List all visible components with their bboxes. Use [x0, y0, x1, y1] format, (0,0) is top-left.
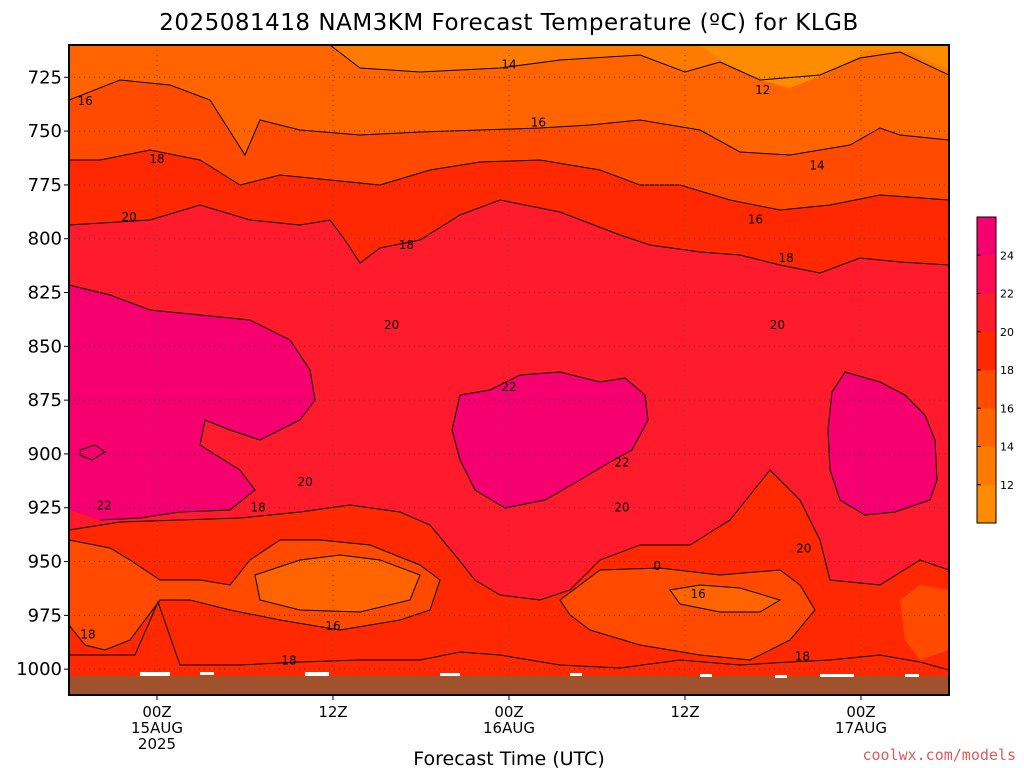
y-tick-label: 900: [28, 444, 62, 465]
x-tick-label: 00Z: [494, 703, 523, 721]
x-tick-label: 12Z: [318, 703, 347, 721]
y-axis: 725 750 775 800 825 850 875 900 925 950 975 1000: [16, 67, 69, 680]
y-tick-label: 925: [28, 498, 62, 519]
y-tick-label: 725: [28, 67, 62, 88]
x-tick-label: 17AUG: [835, 719, 887, 737]
temperature-band-14-16-lower-left: [255, 555, 420, 612]
contour-label: 20: [770, 318, 785, 332]
plot-area: 14 12 16 16 18 14 16 20 18 18 20 20 22 22 20 22 18 20 20 0 1…: [69, 45, 949, 695]
contour-label: 18: [281, 654, 296, 668]
x-axis-label: Forecast Time (UTC): [413, 748, 604, 768]
colorbar-label: 14: [1000, 441, 1014, 454]
x-tick-label: 15AUG: [131, 719, 183, 737]
temperature-band-16-18-far-right: [900, 585, 949, 660]
contour-label: 18: [251, 501, 266, 515]
contour-label: 20: [297, 475, 312, 489]
credit-text: coolwx.com/models: [862, 746, 1016, 764]
y-tick-label: 875: [28, 390, 62, 411]
contour-label: 16: [691, 587, 706, 601]
x-tick-label: 16AUG: [483, 719, 535, 737]
warm-core-center: [452, 372, 648, 508]
contour-label: 0: [653, 559, 661, 573]
contour-label: 18: [149, 152, 164, 166]
terrain-ground: [69, 676, 949, 695]
contour-label: 22: [501, 380, 516, 394]
temperature-band-below-12: [700, 45, 949, 88]
contour-label: 14: [809, 159, 824, 173]
colorbar-label: 20: [1000, 326, 1014, 339]
contour-label: 14: [501, 57, 516, 71]
colorbar-segment: [977, 370, 996, 409]
colorbar-segment: [977, 293, 996, 333]
contour-label: 22: [97, 499, 112, 513]
contour-label: 20: [614, 501, 629, 515]
warm-core-right: [828, 372, 937, 515]
contour-label: 20: [796, 542, 811, 556]
contour-label: 16: [748, 212, 763, 226]
contour-label: 12: [755, 83, 770, 97]
contour-label: 16: [531, 115, 546, 129]
colorbar-segment: [977, 408, 996, 447]
terrain-edge: [140, 672, 919, 678]
colorbar-segment: [977, 484, 996, 524]
colorbar-segment: [977, 255, 996, 294]
warm-core-left: [69, 285, 315, 520]
contour-label: 20: [384, 318, 399, 332]
y-tick-label: 1000: [16, 659, 62, 680]
y-tick-label: 975: [28, 605, 62, 626]
colorbar: 24 22 20 18 16 14 12: [976, 216, 1014, 524]
colorbar-segment: [977, 446, 996, 486]
x-tick-label: 00Z: [846, 703, 875, 721]
x-tick-label: 2025: [138, 735, 176, 753]
y-tick-label: 800: [28, 229, 62, 250]
contour-label: 18: [399, 238, 414, 252]
contour-lines: [69, 45, 949, 671]
chart-title: 2025081418 NAM3KM Forecast Temperature (…: [159, 10, 859, 36]
x-tick-label: 00Z: [142, 703, 171, 721]
grid-lines: [69, 45, 949, 695]
colorbar-label: 12: [1000, 479, 1014, 492]
colorbar-label: 18: [1000, 364, 1014, 377]
y-tick-label: 825: [28, 283, 62, 304]
colorbar-label: 22: [1000, 288, 1014, 301]
contour-label: 22: [614, 456, 629, 470]
colorbar-label: 24: [1000, 249, 1014, 262]
y-tick-label: 750: [28, 121, 62, 142]
y-tick-label: 775: [28, 175, 62, 196]
colorbar-label: 16: [1000, 402, 1014, 415]
colorbar-segment: [977, 217, 996, 256]
y-tick-label: 850: [28, 336, 62, 357]
contour-label: 18: [795, 649, 810, 663]
contour-label: 16: [325, 619, 340, 633]
colorbar-segment: [977, 331, 996, 371]
contour-label: 18: [779, 251, 794, 265]
y-tick-label: 950: [28, 552, 62, 573]
contour-labels: 14 12 16 16 18 14 16 20 18 18 20 20 22 22 20 22 18 20 20 0 1…: [77, 57, 824, 667]
contour-label: 18: [80, 628, 95, 642]
contour-label: 20: [121, 210, 136, 224]
contour-label: 16: [77, 94, 92, 108]
x-tick-label: 12Z: [670, 703, 699, 721]
